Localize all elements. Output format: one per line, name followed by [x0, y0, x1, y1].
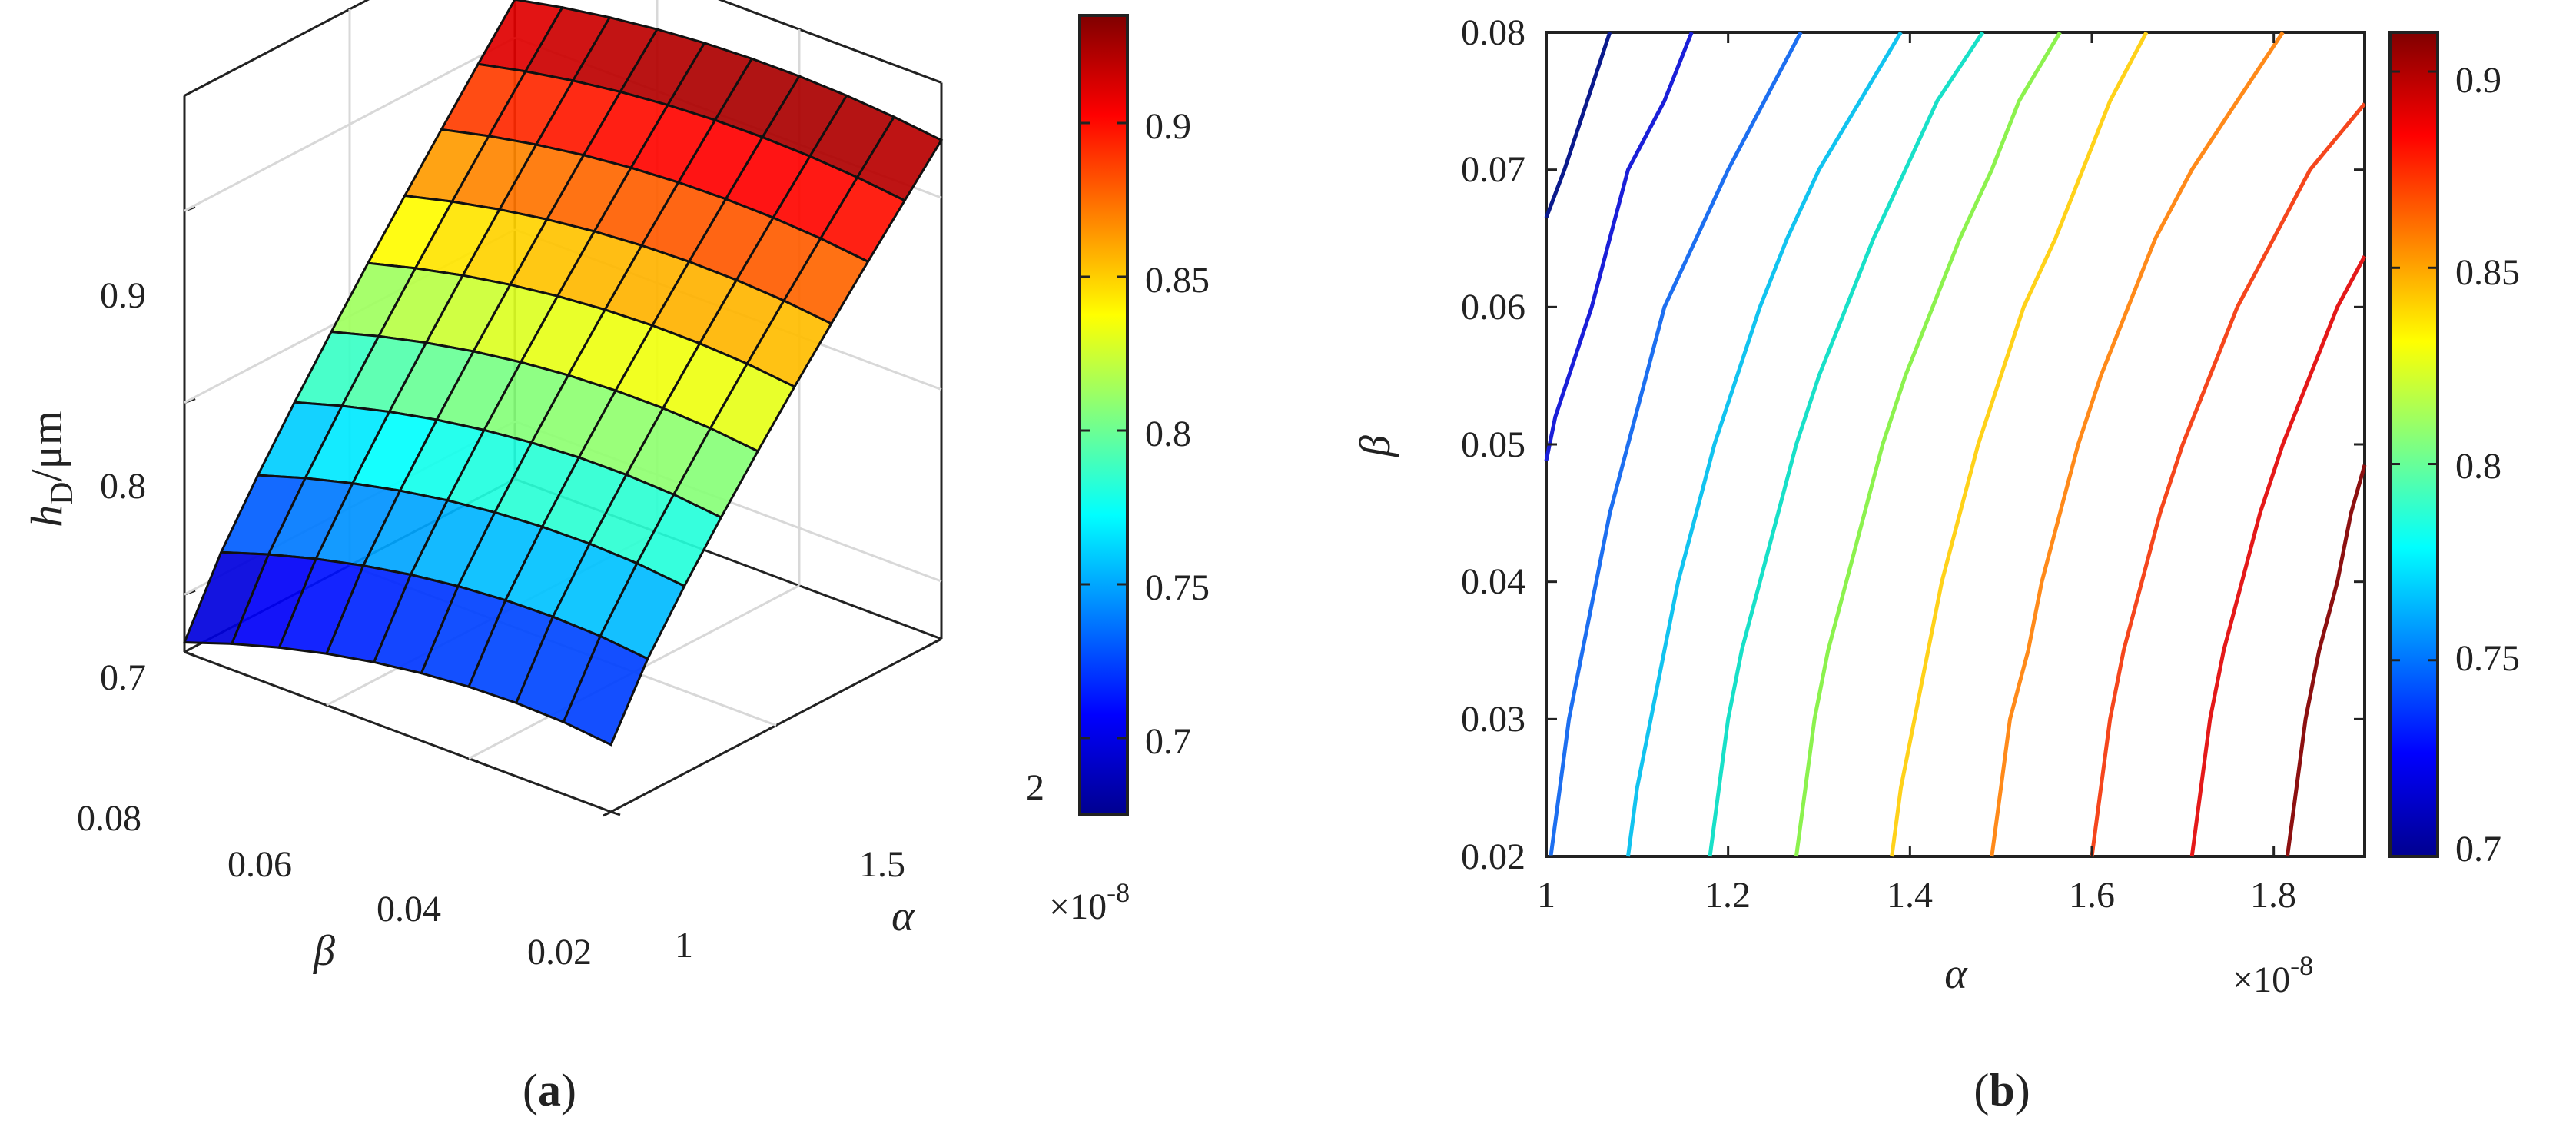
- b-y-axis-label: β: [1352, 435, 1399, 457]
- b-contour-level-8: [2090, 102, 2366, 857]
- b-x-exponent: ×10-8: [2232, 950, 2313, 1000]
- b-colorbar-ticks: [2390, 70, 2438, 858]
- b-xtick-3: 1.6: [2069, 875, 2115, 916]
- b-ytick-2: 0.04: [1461, 561, 1525, 602]
- a-beta-tick-mark-2: [326, 703, 337, 710]
- a-beta-tick-mark-3: [184, 650, 194, 657]
- b-contour-level-9: [2189, 255, 2367, 857]
- b-ytick-3: 0.05: [1461, 424, 1525, 465]
- panel-a-surface-plot: 0.7 0.8 0.9 hD/μm 0.08 0.06 0.04 0.02 β …: [22, 0, 1210, 1116]
- a-z-axis-label: hD/μm: [22, 411, 80, 527]
- b-cbar-label-3: 0.85: [2455, 252, 2520, 293]
- panel-b-label: (b): [1973, 1065, 2030, 1116]
- a-cbar-label-2: 0.8: [1145, 414, 1191, 454]
- a-cbar-label-1: 0.75: [1145, 567, 1210, 608]
- a-colorbar: [1078, 14, 1129, 816]
- a-alpha-exponent: ×10-8: [1049, 877, 1130, 927]
- a-ztick-1: 0.8: [100, 466, 146, 507]
- b-xtick-4: 1.8: [2250, 875, 2296, 916]
- b-ytick-1: 0.03: [1461, 699, 1525, 740]
- a-beta-tick-mark-0: [610, 810, 621, 816]
- b-contour-level-6: [1890, 31, 2149, 857]
- b-xtick-1: 1.2: [1705, 875, 1751, 916]
- b-xtick-2: 1.4: [1887, 875, 1933, 916]
- a-cbar-label-3: 0.85: [1145, 260, 1210, 301]
- a-alpha-tick-mark-0: [603, 810, 612, 817]
- a-top-edge-back: [184, 0, 370, 97]
- a-alpha-tick-2: 2: [1026, 767, 1044, 808]
- a-cbar-label-0: 0.7: [1145, 721, 1191, 762]
- b-contour-level-1: [1544, 32, 1694, 461]
- b-contour-level-4: [1708, 31, 1985, 857]
- b-ytick-4: 0.06: [1461, 287, 1525, 328]
- b-contour-level-5: [1794, 31, 2062, 857]
- a-floor-edge-left: [184, 650, 612, 813]
- panel-a-label: (a): [523, 1065, 576, 1116]
- b-contour-lines: [1544, 31, 2367, 857]
- a-beta-tick-0: 0.08: [77, 798, 141, 839]
- panel-a-surface: [182, 0, 944, 747]
- a-alpha-axis-label: α: [891, 893, 915, 940]
- a-beta-tick-3: 0.02: [527, 932, 592, 973]
- a-beta-tick-mark-1: [468, 757, 479, 763]
- b-cbar-label-2: 0.8: [2455, 446, 2501, 487]
- a-top-edge-right: [718, 0, 942, 84]
- a-ztick-0: 0.7: [100, 657, 146, 698]
- b-x-axis-label: α: [1944, 950, 1968, 998]
- b-contour-level-7: [1990, 31, 2285, 857]
- a-colorbar-ticks: [1080, 121, 1127, 740]
- b-cbar-label-0: 0.7: [2455, 829, 2501, 870]
- a-beta-tick-1: 0.06: [227, 844, 292, 885]
- b-colorbar: [2388, 31, 2439, 858]
- a-beta-tick-2: 0.04: [377, 889, 441, 929]
- a-alpha-tick-0: 1: [675, 925, 693, 966]
- b-axes-box: [1545, 31, 2366, 858]
- a-cbar-label-4: 0.9: [1145, 106, 1191, 147]
- b-cbar-label-1: 0.75: [2455, 638, 2520, 679]
- a-ztick-2: 0.9: [100, 275, 146, 316]
- b-ytick-0: 0.02: [1461, 836, 1525, 877]
- b-ytick-6: 0.08: [1461, 12, 1525, 53]
- a-alpha-tick-mark-2: [933, 637, 942, 644]
- b-contour-level-3: [1626, 31, 1903, 857]
- panel-b-contour-plot: 1 1.2 1.4 1.6 1.8 0.02 0.03 0.04 0.05 0.…: [1352, 12, 2520, 1116]
- a-beta-axis-label: β: [313, 927, 335, 975]
- a-surface-cell-0-0: [562, 634, 649, 747]
- b-contour-level-10: [2285, 464, 2367, 857]
- b-ytick-5: 0.07: [1461, 149, 1525, 190]
- b-contour-level-2: [1549, 31, 1803, 857]
- b-axis-ticks: [1545, 31, 2365, 858]
- b-cbar-label-4: 0.9: [2455, 60, 2501, 101]
- a-alpha-tick-1: 1.5: [859, 844, 905, 885]
- b-contour-level-0: [1544, 32, 1612, 219]
- b-xtick-0: 1: [1537, 875, 1555, 916]
